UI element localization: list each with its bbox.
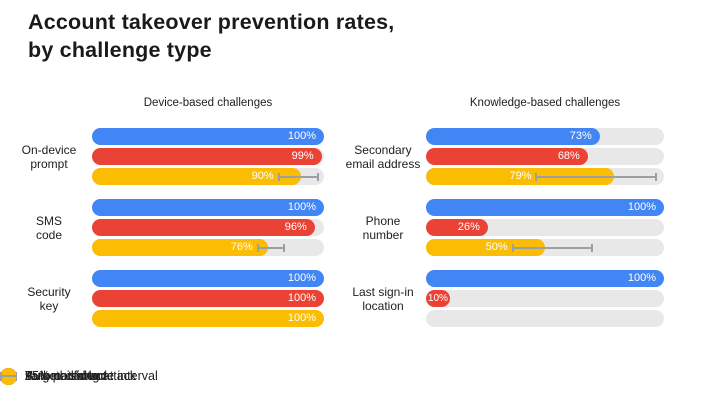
bar-stack: 73% 68% 79% (426, 128, 664, 188)
group-label: SMS code (35, 213, 63, 242)
bar-automated-bot (426, 270, 664, 287)
chart-title: Account takeover prevention rates, by cha… (28, 8, 394, 64)
legend-label-confidence-interval: 95% confidence interval (25, 369, 158, 383)
bar-targeted-attack (92, 168, 301, 185)
bar-value-label: 100% (287, 292, 316, 304)
group-label: On-device prompt (21, 142, 77, 171)
bar-track-automated-bot: 100% (92, 128, 324, 145)
group-label: Phone number (362, 213, 404, 242)
panel-device-based-challenges: On-device prompt 100% 99% 90% SMS code 100% 96% 7… (6, 128, 324, 341)
bar-track-automated-bot: 100% (92, 199, 324, 216)
bar-targeted-attack (426, 239, 545, 256)
challenge-group: Security key 100% 100% 100% (6, 270, 324, 327)
challenge-group: Phone number 100% 26% 50% (340, 199, 664, 256)
legend-item-targeted-attack: Targeted attack (0, 366, 110, 386)
bar-track-targeted-attack (426, 310, 664, 327)
bar-value-label: 100% (627, 201, 656, 213)
confidence-interval-icon (0, 371, 17, 381)
bar-value-label: 100% (287, 272, 316, 284)
bar-stack: 100% 96% 76% (92, 199, 324, 259)
bar-targeted-attack (426, 168, 615, 185)
bar-value-label: 10% (427, 293, 448, 304)
bar-bulk-phishing-attack (92, 148, 322, 165)
legend-item-confidence-interval: 95% confidence interval (0, 366, 158, 386)
challenge-group: Last sign-in location 100% 10% (340, 270, 664, 327)
bar-track-targeted-attack: 76% (92, 239, 324, 256)
bar-track-automated-bot: 100% (92, 270, 324, 287)
bar-automated-bot (92, 270, 324, 287)
bar-automated-bot (426, 128, 600, 145)
bar-stack: 100% 100% 100% (92, 270, 324, 330)
confidence-interval-bar (535, 172, 658, 181)
bar-value-label: 100% (627, 272, 656, 284)
bar-track-bulk-phishing-attack: 100% (92, 290, 324, 307)
panel-knowledge-based-challenges: Secondary email address 73% 68% 79% Phone numb… (340, 128, 664, 341)
challenge-group: Secondary email address 73% 68% 79% (340, 128, 664, 185)
bar-value-label: 100% (287, 201, 316, 213)
bar-value-label: 90% (251, 170, 274, 182)
bar-automated-bot (426, 199, 664, 216)
bar-stack: 100% 10% (426, 270, 664, 330)
legend-label-bulk-phishing-attack: Bulk phishing attack (25, 369, 137, 383)
bar-stack: 100% 26% 50% (426, 199, 664, 259)
confidence-interval-bar (511, 243, 593, 252)
bar-automated-bot (92, 128, 324, 145)
challenge-group: SMS code 100% 96% 76% (6, 199, 324, 256)
bar-track-targeted-attack: 90% (92, 168, 324, 185)
bar-value-label: 50% (485, 241, 508, 253)
bar-value-label: 79% (509, 170, 532, 182)
chart-title-line1: Account takeover prevention rates, (28, 10, 395, 34)
bar-track-bulk-phishing-attack: 96% (92, 219, 324, 236)
bar-track-targeted-attack: 79% (426, 168, 664, 185)
confidence-interval-bar (256, 243, 285, 252)
bar-track-targeted-attack: 100% (92, 310, 324, 327)
confidence-interval-bar (277, 172, 320, 181)
bar-value-label: 100% (287, 130, 316, 142)
bar-bulk-phishing-attack (92, 219, 315, 236)
bar-automated-bot (92, 199, 324, 216)
group-label: Security key (27, 284, 71, 313)
bar-bulk-phishing-attack (426, 148, 588, 165)
bar-track-automated-bot: 73% (426, 128, 664, 145)
chart-title-line2: by challenge type (28, 38, 212, 62)
bar-value-label: 76% (230, 241, 253, 253)
bar-track-bulk-phishing-attack: 26% (426, 219, 664, 236)
bar-track-automated-bot: 100% (426, 199, 664, 216)
bar-bulk-phishing-attack (426, 290, 450, 307)
legend-label-automated-bot: Automated bot (25, 369, 107, 383)
bar-value-label: 26% (457, 221, 480, 233)
bar-value-label: 100% (287, 312, 316, 324)
group-label: Last sign-in location (352, 284, 414, 313)
bar-track-automated-bot: 100% (426, 270, 664, 287)
bar-stack: 100% 99% 90% (92, 128, 324, 188)
bar-targeted-attack (92, 310, 324, 327)
challenge-group: On-device prompt 100% 99% 90% (6, 128, 324, 185)
bar-track-bulk-phishing-attack: 10% (426, 290, 664, 307)
bar-bulk-phishing-attack (92, 290, 324, 307)
panel-title-device-based: Device-based challenges (143, 97, 273, 109)
bar-value-label: 96% (284, 221, 307, 233)
legend-label-targeted-attack: Targeted attack (25, 369, 111, 383)
bar-value-label: 73% (569, 130, 592, 142)
group-label: Secondary email address (345, 142, 421, 171)
bar-track-bulk-phishing-attack: 68% (426, 148, 664, 165)
bar-bulk-phishing-attack (426, 219, 488, 236)
bar-targeted-attack (92, 239, 269, 256)
bar-value-label: 99% (291, 150, 314, 162)
bar-value-label: 68% (557, 150, 580, 162)
bar-track-bulk-phishing-attack: 99% (92, 148, 324, 165)
bar-track-targeted-attack: 50% (426, 239, 664, 256)
panel-title-knowledge-based: Knowledge-based challenges (469, 97, 621, 109)
